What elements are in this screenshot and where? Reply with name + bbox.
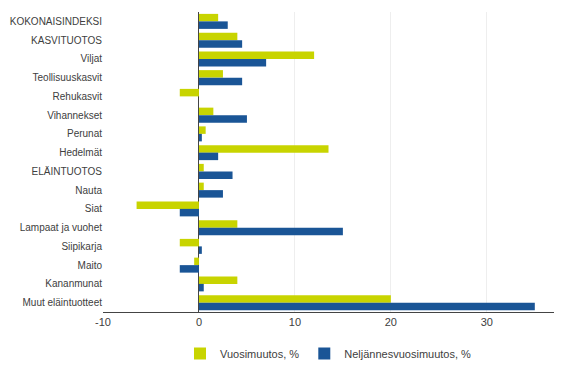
svg-text:0: 0 (196, 316, 202, 328)
svg-text:Nauta: Nauta (75, 185, 102, 196)
svg-text:Muut eläintuotteet: Muut eläintuotteet (23, 297, 103, 308)
svg-text:Neljännesvuosimuutos, %: Neljännesvuosimuutos, % (344, 348, 471, 360)
svg-text:Vuosimuutos, %: Vuosimuutos, % (220, 348, 299, 360)
svg-text:ELÄINTUOTOS: ELÄINTUOTOS (32, 166, 103, 177)
svg-text:Rehukasvit: Rehukasvit (53, 91, 103, 102)
svg-text:Siat: Siat (85, 203, 102, 214)
svg-text:Maito: Maito (78, 260, 103, 271)
svg-text:KASVITUOTOS: KASVITUOTOS (31, 35, 102, 46)
svg-text:-10: -10 (95, 316, 111, 328)
svg-text:30: 30 (481, 316, 493, 328)
svg-text:Perunat: Perunat (67, 128, 102, 139)
svg-text:20: 20 (385, 316, 397, 328)
svg-text:Kananmunat: Kananmunat (45, 278, 102, 289)
svg-text:KOKONAISINDEKSI: KOKONAISINDEKSI (10, 16, 102, 27)
svg-text:Viljat: Viljat (81, 53, 103, 64)
svg-text:10: 10 (289, 316, 301, 328)
svg-text:Siipikarja: Siipikarja (61, 241, 102, 252)
svg-text:Vihannekset: Vihannekset (47, 110, 102, 121)
svg-text:Hedelmät: Hedelmät (59, 147, 102, 158)
svg-text:Lampaat ja vuohet: Lampaat ja vuohet (20, 222, 103, 233)
svg-text:Teollisuuskasvit: Teollisuuskasvit (33, 72, 103, 83)
